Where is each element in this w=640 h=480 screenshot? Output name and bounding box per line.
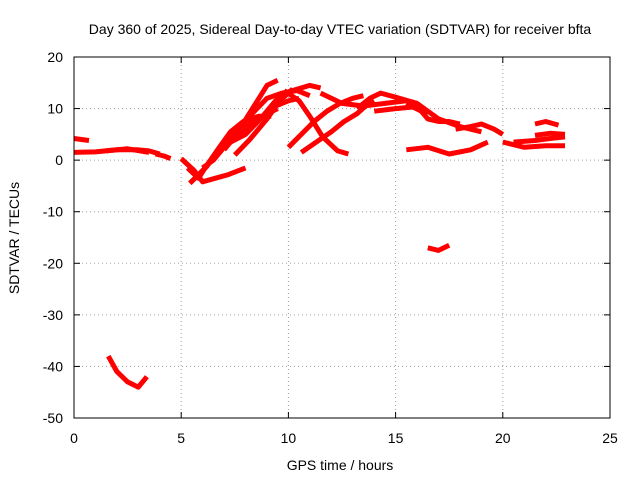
series-arc-27 [106, 354, 149, 390]
series-arc-12 [233, 87, 295, 157]
plot-frame [73, 56, 611, 419]
x-tick-label: 5 [177, 430, 185, 446]
series-arc-13 [282, 88, 350, 157]
y-tick-label: 10 [47, 101, 63, 117]
series-arc-26 [427, 242, 451, 253]
x-axis-label: GPS time / hours [287, 457, 394, 473]
grid-layer [74, 57, 610, 418]
tick-layer [73, 56, 611, 419]
y-tick-label: -20 [43, 255, 63, 271]
series-arc-23 [513, 134, 566, 145]
chart-title: Day 360 of 2025, Sidereal Day-to-day VTE… [89, 21, 592, 37]
series-arc-22 [502, 139, 565, 150]
y-tick-label: 0 [55, 152, 63, 168]
series-arc-21 [406, 139, 489, 157]
series-layer [73, 77, 566, 390]
series-arc-24 [534, 130, 566, 138]
y-tick-label: -10 [43, 204, 63, 220]
y-axis-label: SDTVAR / TECUs [6, 182, 22, 294]
y-tick-label: -30 [43, 307, 63, 323]
series-arc-25 [534, 119, 560, 128]
y-tick-label: -40 [43, 358, 63, 374]
series-arc-9 [211, 77, 279, 160]
series-arc-14 [286, 93, 364, 150]
series-arc-4 [154, 151, 172, 161]
tick-label-layer: 0 5 10 15 20 25 -50 -40 -30 -20 -10 0 10 20 [43, 49, 618, 446]
y-tick-label: 20 [47, 49, 63, 65]
x-tick-label: 20 [495, 430, 511, 446]
x-tick-label: 15 [388, 430, 404, 446]
series-arc-1 [73, 136, 90, 143]
series-arc-11 [229, 82, 322, 145]
y-tick-label: -50 [43, 410, 63, 426]
x-tick-label: 10 [281, 430, 297, 446]
x-tick-label: 25 [602, 430, 618, 446]
series-arc-19 [405, 101, 461, 127]
series-arc-20 [455, 121, 505, 137]
series-arc-3 [105, 146, 150, 155]
series-arc-5 [179, 156, 247, 185]
x-tick-label: 0 [70, 430, 78, 446]
